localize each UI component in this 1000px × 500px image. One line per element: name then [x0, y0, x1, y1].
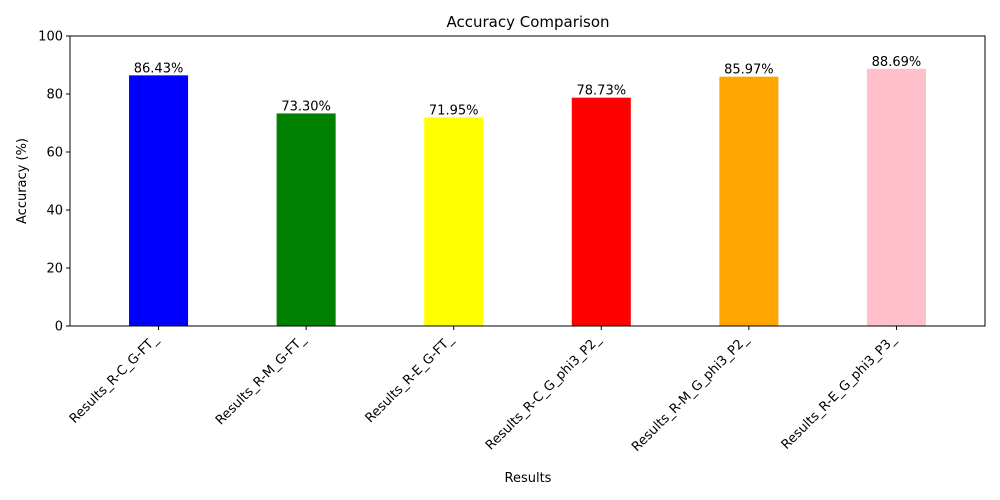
bar-6: [866, 68, 926, 326]
y-axis-label: Accuracy (%): [15, 138, 30, 224]
bar-value-label: 71.95%: [429, 103, 479, 118]
bar-value-label: 88.69%: [872, 55, 922, 70]
bar-value-label: 86.43%: [134, 61, 184, 76]
bar-value-label: 85.97%: [724, 63, 774, 78]
y-tick-label: 0: [55, 320, 63, 335]
x-tick-label: Results_R-C_G-FT_: [67, 332, 162, 427]
x-tick-label: Results_R-E_G-FT_: [363, 332, 457, 426]
bar-2: [276, 113, 336, 327]
x-tick-label: Results_R-M_G-FT_: [213, 332, 309, 428]
y-tick-label: 60: [46, 146, 63, 161]
x-tick-label: Results_R-E_G_phi3_P3_: [779, 332, 900, 453]
chart-title: Accuracy Comparison: [446, 13, 609, 31]
axes-frame: [69, 35, 986, 327]
y-tick-label: 40: [46, 204, 63, 219]
x-tick-label: Results_R-C_G_phi3_P2_: [483, 332, 604, 453]
bar-value-label: 73.30%: [281, 99, 331, 114]
plot-area: 86.43% Results_R-C_G-FT_ 73.30% Results_R-M…: [38, 30, 986, 455]
bar-5: [719, 76, 779, 326]
bar-1: [129, 75, 189, 326]
x-axis-label: Results: [505, 471, 552, 486]
x-tick-label: Results_R-M_G_phi3_P2_: [629, 332, 752, 455]
y-tick-label: 80: [46, 88, 63, 103]
bar-4: [571, 97, 631, 326]
y-tick-label: 20: [46, 262, 63, 277]
bar-3: [424, 117, 484, 326]
y-tick-label: 100: [38, 30, 63, 45]
bar-value-label: 78.73%: [577, 84, 627, 99]
